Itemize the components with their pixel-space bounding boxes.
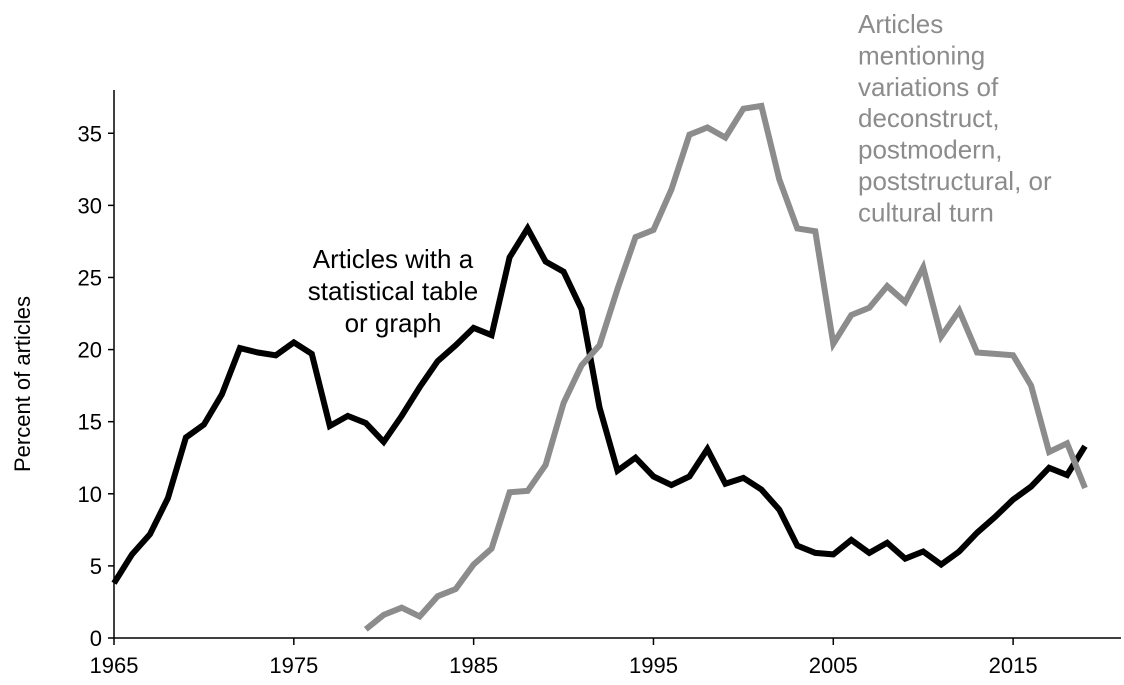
y-axis-title: Percent of articles bbox=[10, 296, 35, 472]
annotation-line: poststructural, or bbox=[858, 166, 1052, 196]
annotation-line: statistical table bbox=[308, 276, 479, 306]
annotation-line: postmodern, bbox=[858, 135, 1003, 165]
annotation-line: deconstruct, bbox=[858, 103, 1000, 133]
x-tick-label: 1965 bbox=[90, 653, 139, 678]
cultural-turn-annotation: Articles mentioning variations of deconstru… bbox=[858, 9, 1052, 227]
x-tick-label: 1975 bbox=[269, 653, 318, 678]
x-tick-label: 1995 bbox=[629, 653, 678, 678]
plot-area bbox=[111, 102, 1088, 632]
annotation-line: cultural turn bbox=[858, 197, 994, 227]
annotations: Articles with a statistical table or graph… bbox=[308, 9, 1052, 338]
annotation-line: variations of bbox=[858, 72, 999, 102]
statistical-articles-line bbox=[111, 222, 1088, 585]
annotation-line: Articles with a bbox=[313, 244, 474, 274]
y-tick-label: 25 bbox=[78, 265, 102, 290]
y-tick-label: 5 bbox=[90, 554, 102, 579]
x-tick-label: 2015 bbox=[989, 653, 1038, 678]
y-tick-label: 20 bbox=[78, 338, 102, 363]
annotation-line: Articles bbox=[858, 9, 943, 39]
cultural-turn-articles-line bbox=[363, 102, 1088, 632]
annotation-line: or graph bbox=[345, 308, 442, 338]
y-tick-label: 0 bbox=[90, 626, 102, 651]
y-tick-label: 35 bbox=[78, 121, 102, 146]
y-tick-label: 10 bbox=[78, 482, 102, 507]
y-tick-label: 30 bbox=[78, 193, 102, 218]
x-tick-label: 1985 bbox=[449, 653, 498, 678]
x-axis-ticks: 1965 1975 1985 1995 2005 2015 bbox=[90, 638, 1038, 678]
y-tick-label: 15 bbox=[78, 410, 102, 435]
annotation-line: mentioning bbox=[858, 40, 985, 70]
y-axis-ticks: 0 5 10 15 20 25 30 35 bbox=[78, 121, 114, 651]
statistical-annotation: Articles with a statistical table or graph bbox=[308, 244, 479, 338]
x-tick-label: 2005 bbox=[809, 653, 858, 678]
axes: 0 5 10 15 20 25 30 35 1965 1975 1985 1995 2005 2015 bbox=[78, 90, 1121, 678]
